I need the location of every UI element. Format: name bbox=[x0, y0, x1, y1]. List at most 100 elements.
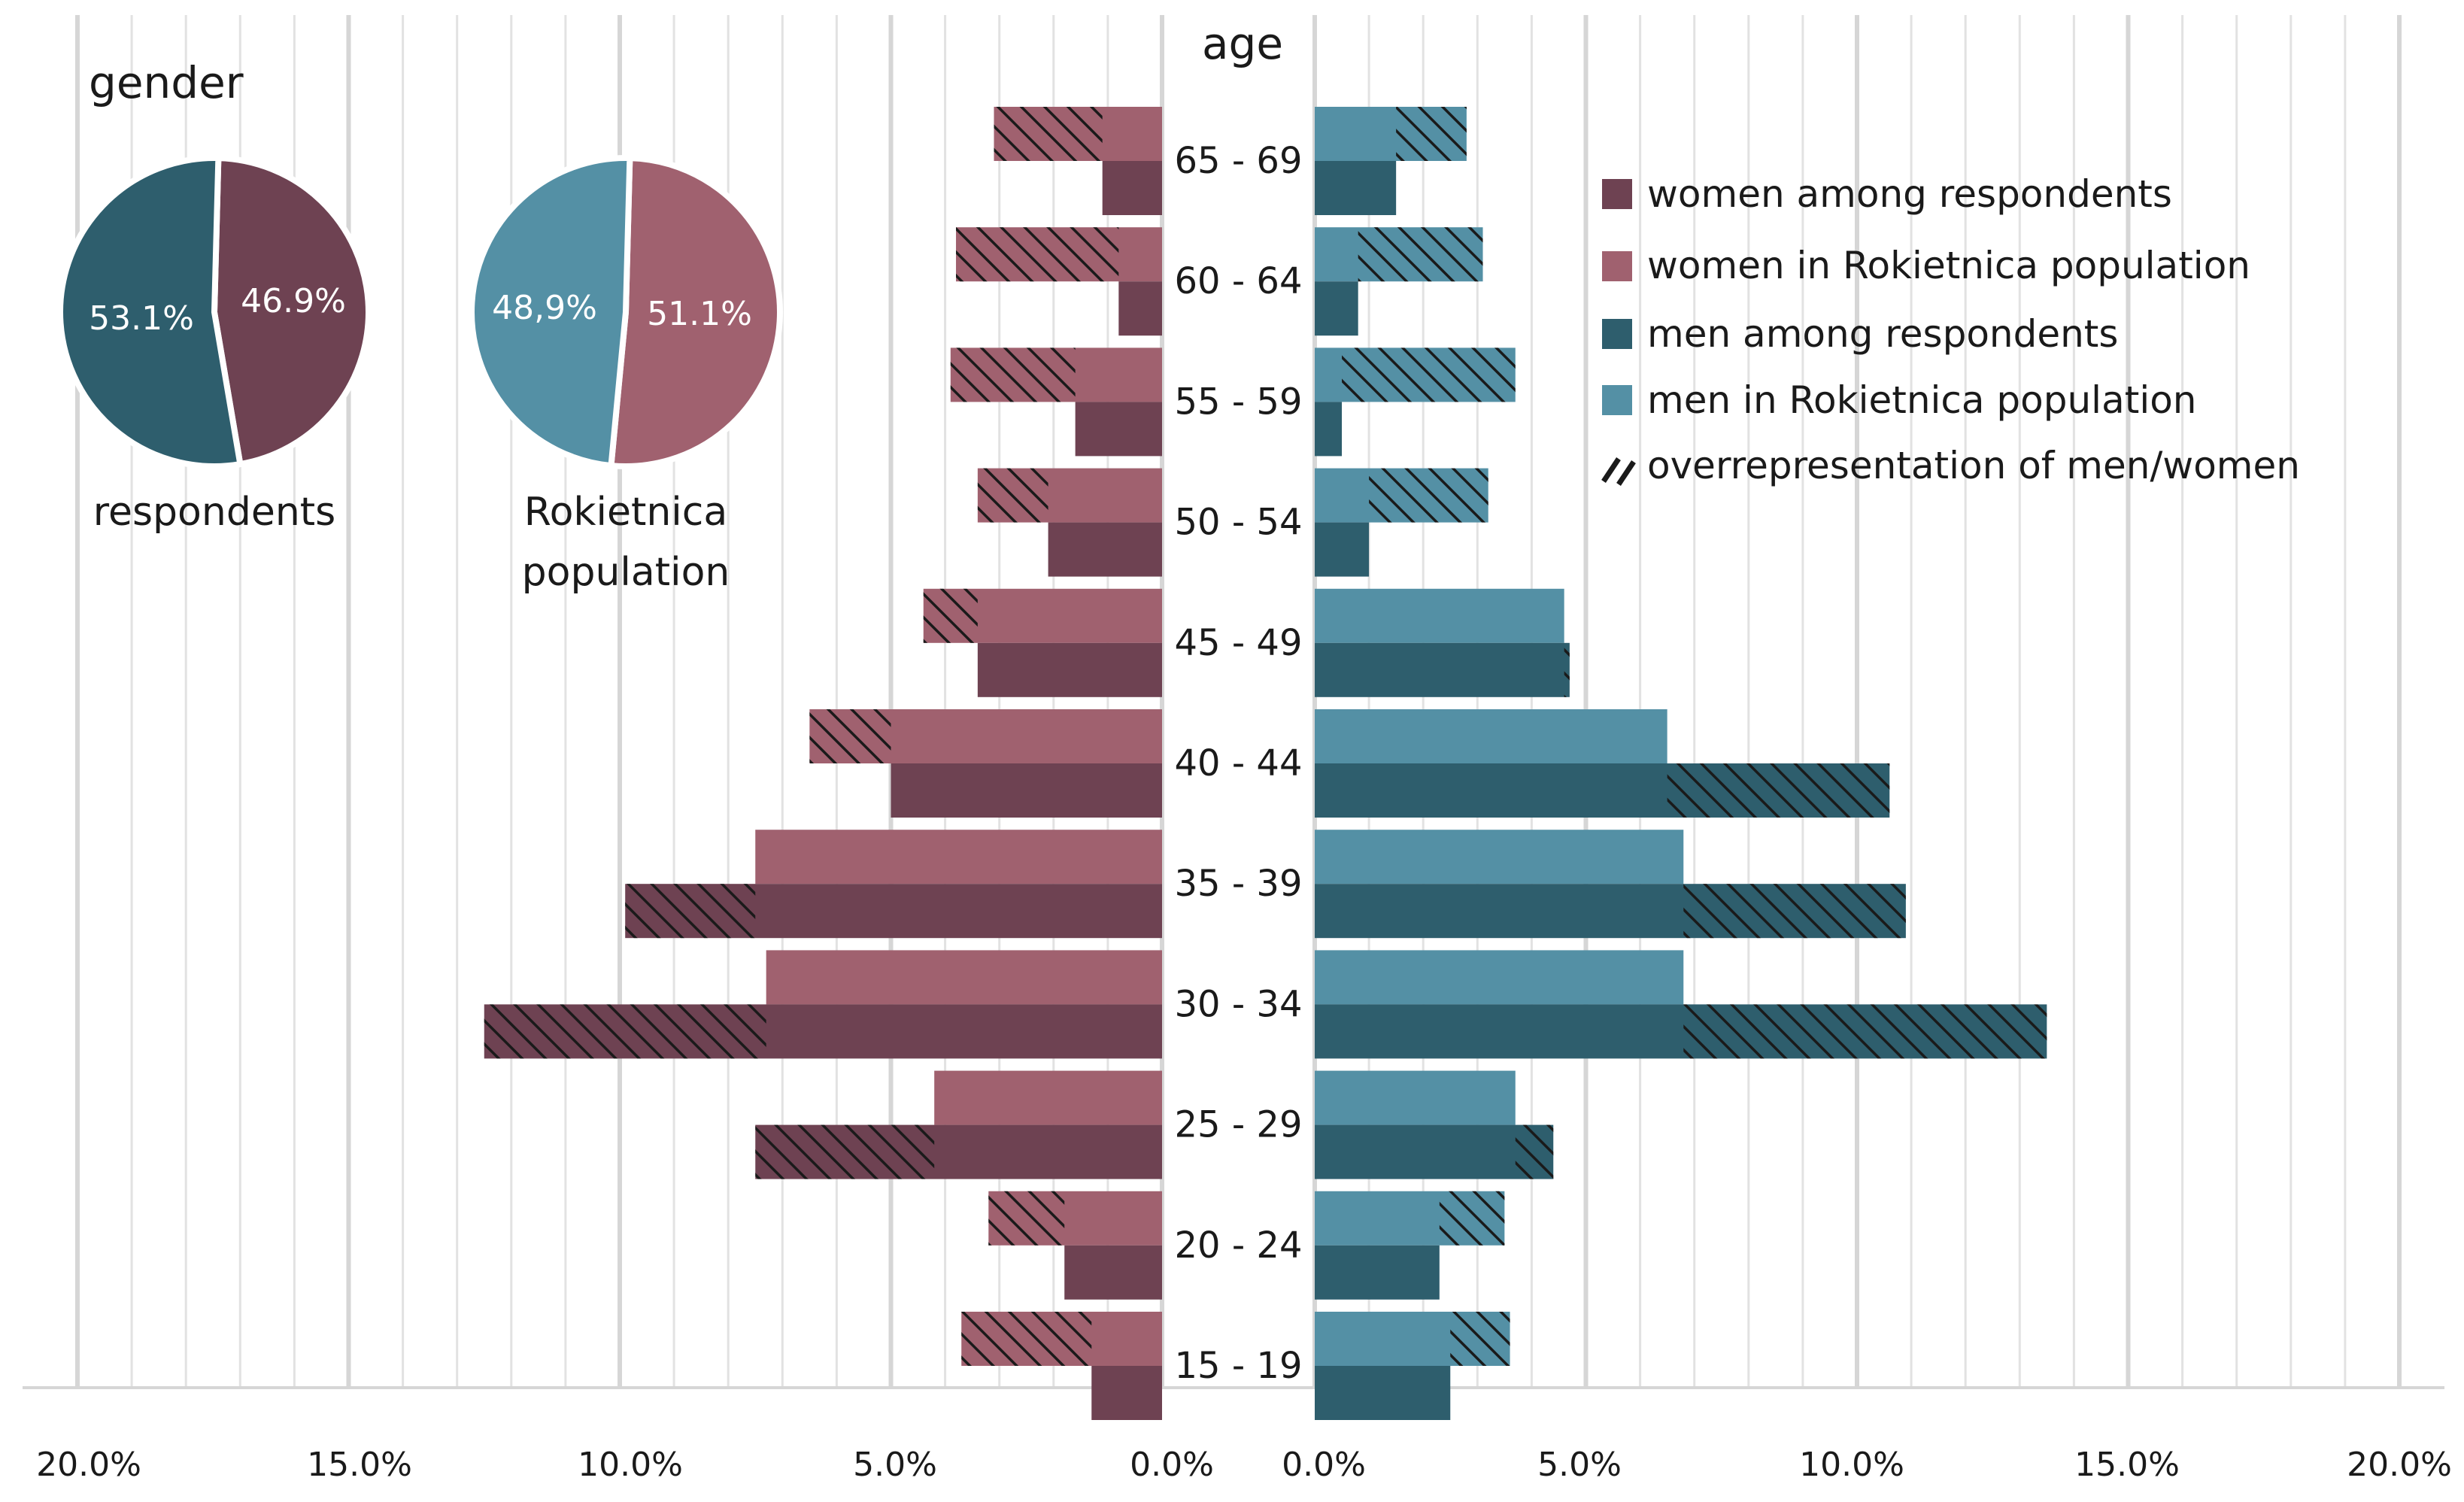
population-pie-caption-line2: population bbox=[522, 550, 730, 595]
age-label: 30 - 34 bbox=[1175, 983, 1303, 1025]
bar-men-respondents bbox=[1315, 281, 1358, 336]
bar-women-respondents bbox=[891, 763, 1162, 818]
age-label: 60 - 64 bbox=[1175, 260, 1303, 302]
pie-slice bbox=[57, 155, 244, 469]
legend-item-men-respondents: men among respondents bbox=[1602, 312, 2118, 356]
pie-group-title: gender bbox=[89, 57, 244, 108]
x-tick-left: 5.0% bbox=[853, 1446, 937, 1484]
hatch-women-population bbox=[988, 1191, 1065, 1246]
age-label: 55 - 59 bbox=[1175, 381, 1303, 423]
hatch-women-respondents bbox=[484, 1004, 766, 1059]
legend-swatch-men-respondents bbox=[1602, 319, 1632, 349]
bar-women-population bbox=[934, 1070, 1162, 1125]
overrepresentation-hatches bbox=[484, 107, 2047, 1366]
pie-slice-label: 51.1% bbox=[647, 295, 752, 333]
gridlines bbox=[23, 15, 2444, 1389]
legend-label-women-population: women in Rokietnica population bbox=[1647, 244, 2250, 287]
legend-hatch-icon bbox=[1601, 457, 1636, 486]
x-tick-left: 20.0% bbox=[36, 1446, 141, 1484]
hatch-women-population bbox=[923, 588, 978, 643]
bar-men-population bbox=[1315, 830, 1684, 885]
legend-item-women-population: women in Rokietnica population bbox=[1602, 244, 2250, 287]
age-label: 20 - 24 bbox=[1175, 1224, 1303, 1267]
hatch-men-population bbox=[1369, 468, 1488, 523]
bar-women-respondents bbox=[977, 642, 1162, 697]
hatch-women-population bbox=[994, 107, 1103, 161]
age-axis-title: age bbox=[1202, 18, 1283, 69]
x-tick-right: 20.0% bbox=[2347, 1446, 2452, 1484]
x-tick-right: 15.0% bbox=[2074, 1446, 2180, 1484]
pie-slice bbox=[608, 154, 783, 469]
legend-swatch-women-population bbox=[1602, 251, 1632, 281]
x-tick-right: 5.0% bbox=[1537, 1446, 1622, 1484]
x-tick-right: 0.0% bbox=[1282, 1446, 1366, 1484]
bar-men-respondents bbox=[1315, 402, 1343, 457]
hatch-men-population bbox=[1439, 1191, 1505, 1246]
bar-women-respondents bbox=[1064, 1245, 1162, 1300]
age-label: 25 - 29 bbox=[1175, 1104, 1303, 1146]
population-pie-caption-line1: Rokietnica bbox=[524, 490, 727, 535]
hatch-men-respondents bbox=[1515, 1124, 1554, 1179]
bar-women-respondents bbox=[1091, 1366, 1162, 1420]
legend: women among respondents women in Rokietn… bbox=[1601, 172, 2300, 487]
legend-item-women-respondents: women among respondents bbox=[1602, 172, 2172, 216]
bar-men-population bbox=[1315, 709, 1667, 763]
hatch-women-population bbox=[961, 1312, 1092, 1366]
x-tick-right: 10.0% bbox=[1799, 1446, 1904, 1484]
bar-men-respondents bbox=[1315, 1124, 1554, 1179]
pie-slice-label: 46.9% bbox=[241, 282, 346, 320]
hatch-women-population bbox=[956, 227, 1119, 282]
legend-swatch-women-respondents bbox=[1602, 179, 1632, 209]
bar-men-respondents bbox=[1315, 161, 1397, 215]
hatch-women-respondents bbox=[755, 1124, 935, 1179]
legend-item-overrepresentation: overrepresentation of men/women bbox=[1601, 444, 2300, 487]
legend-label-men-population: men in Rokietnica population bbox=[1647, 378, 2197, 422]
age-label: 40 - 44 bbox=[1175, 742, 1303, 784]
pie-slice-label: 53.1% bbox=[89, 299, 194, 338]
legend-item-men-population: men in Rokietnica population bbox=[1602, 378, 2197, 422]
hatch-men-respondents bbox=[1564, 642, 1570, 697]
legend-label-women-respondents: women among respondents bbox=[1647, 172, 2172, 216]
age-label: 50 - 54 bbox=[1175, 502, 1303, 544]
x-tick-left: 15.0% bbox=[307, 1446, 412, 1484]
hatch-women-population bbox=[809, 709, 891, 763]
population-pie: 51.1% 48,9% bbox=[469, 154, 783, 469]
age-label: 45 - 49 bbox=[1175, 622, 1303, 664]
pie-slice bbox=[211, 154, 372, 468]
age-label: 65 - 69 bbox=[1175, 140, 1303, 182]
hatch-men-population bbox=[1358, 227, 1483, 282]
bar-women-respondents bbox=[1118, 281, 1162, 336]
hatch-men-population bbox=[1450, 1312, 1510, 1366]
legend-label-men-respondents: men among respondents bbox=[1647, 312, 2118, 356]
hatch-men-population bbox=[1342, 347, 1516, 402]
respondents-pie-caption: respondents bbox=[93, 490, 336, 535]
bar-men-population bbox=[1315, 1070, 1516, 1125]
hatch-women-population bbox=[977, 468, 1048, 523]
age-label: 35 - 39 bbox=[1175, 863, 1303, 905]
bar-women-population bbox=[755, 830, 1162, 885]
bar-men-population bbox=[1315, 950, 1684, 1005]
hatch-men-respondents bbox=[1667, 763, 1890, 818]
x-tick-left: 10.0% bbox=[578, 1446, 683, 1484]
bar-women-population bbox=[766, 950, 1162, 1005]
age-label: 15 - 19 bbox=[1175, 1345, 1303, 1387]
x-tick-left: 0.0% bbox=[1130, 1446, 1214, 1484]
hatch-men-population bbox=[1396, 107, 1467, 161]
hatch-men-respondents bbox=[1683, 884, 1906, 939]
bar-men-respondents bbox=[1315, 1366, 1451, 1420]
pie-slice-label: 48,9% bbox=[492, 289, 597, 327]
bar-men-respondents bbox=[1315, 642, 1570, 697]
hatch-women-respondents bbox=[625, 884, 756, 939]
bar-men-population bbox=[1315, 588, 1564, 643]
axis-ticks: 20.0% 15.0% 10.0% 5.0% 0.0% 0.0% 5.0% 10.0% 15.0… bbox=[36, 1446, 2452, 1484]
pie-slice bbox=[469, 155, 633, 469]
legend-label-overrepresentation: overrepresentation of men/women bbox=[1647, 444, 2300, 487]
respondents-pie: 46.9% 53.1% bbox=[57, 154, 372, 469]
age-labels: 65 - 69 60 - 64 55 - 59 50 - 54 45 - 49 40 - … bbox=[1175, 140, 1303, 1387]
bar-women-respondents bbox=[1102, 161, 1162, 215]
bar-men-respondents bbox=[1315, 522, 1370, 577]
bar-women-respondents bbox=[1048, 522, 1162, 577]
hatch-men-respondents bbox=[1683, 1004, 2047, 1059]
bar-women-respondents bbox=[1075, 402, 1162, 457]
